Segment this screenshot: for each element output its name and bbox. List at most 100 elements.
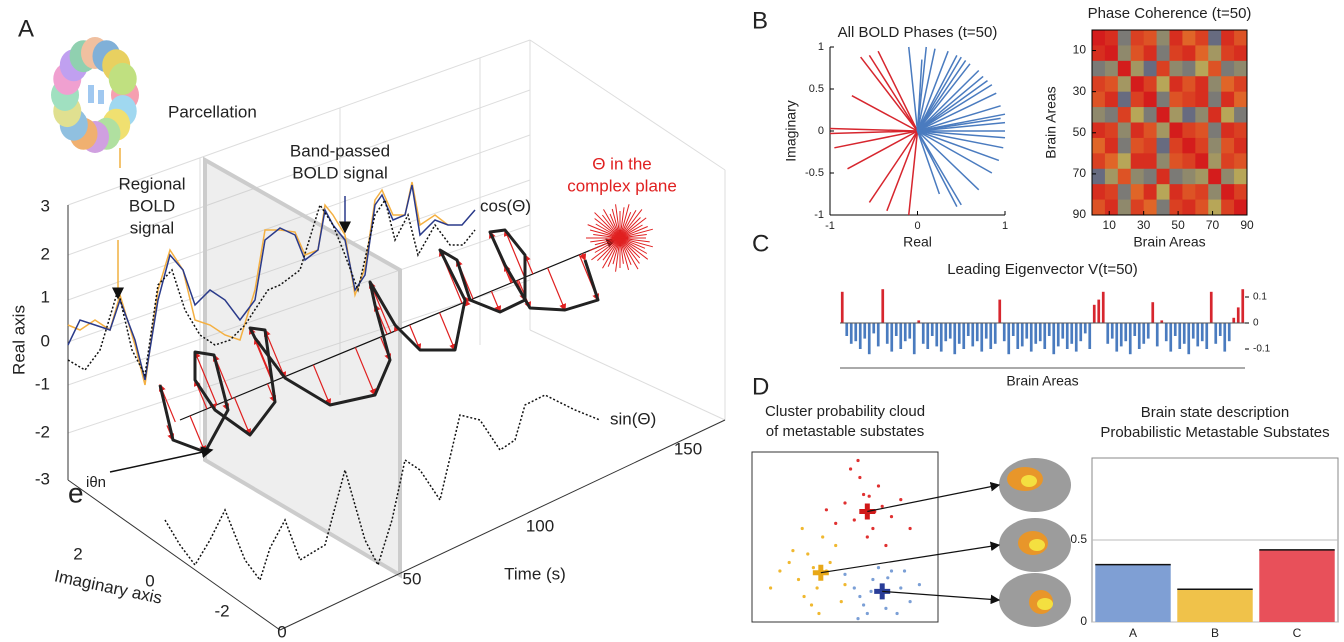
panel-letter: B <box>752 7 768 34</box>
y-tick-label: 90 <box>1073 207 1087 221</box>
phase-vector <box>916 48 936 132</box>
bar <box>966 323 970 336</box>
heatmap-cell <box>1208 168 1222 185</box>
heatmap-cell <box>1143 153 1158 170</box>
phase-spiral <box>158 228 600 454</box>
bar <box>1173 323 1177 336</box>
star-ray <box>611 208 621 239</box>
heatmap-cell <box>1117 60 1132 77</box>
heatmap-cell <box>1195 184 1209 201</box>
bar <box>1070 323 1074 344</box>
point <box>865 611 869 616</box>
phase-vector <box>917 92 997 132</box>
bar <box>1169 323 1173 352</box>
heatmap-cell <box>1208 30 1222 46</box>
heatmap-cell <box>1117 45 1132 62</box>
heatmap-cell <box>1130 184 1145 201</box>
parcellation-brain <box>51 37 139 153</box>
point <box>828 560 832 565</box>
phase-vector <box>868 130 919 203</box>
heatmap-cell <box>1234 199 1248 216</box>
star-ray <box>607 237 621 267</box>
bar <box>975 323 979 342</box>
bar <box>989 323 993 349</box>
heatmap-cell <box>1234 137 1248 154</box>
star-ray <box>619 237 646 249</box>
star-ray <box>619 204 630 239</box>
bar <box>845 323 849 336</box>
heatmap-cell <box>1156 30 1170 46</box>
star-ray <box>619 237 632 265</box>
axis-label: Real axis <box>9 305 28 375</box>
point <box>778 569 782 573</box>
bar <box>948 323 952 339</box>
heatmap-cell <box>1130 30 1145 46</box>
y-tick-label: 10 <box>1073 43 1087 57</box>
phase-vector <box>916 63 971 132</box>
heatmap-cell <box>1104 199 1119 216</box>
bar <box>944 323 948 342</box>
tick-label: 0 <box>41 331 50 350</box>
phase-vector <box>916 130 962 206</box>
star-ray <box>619 237 639 270</box>
phase-vector <box>917 121 1006 132</box>
bar <box>899 323 903 349</box>
bar <box>1016 323 1020 349</box>
bar <box>1155 323 1159 347</box>
heatmap-cell <box>1195 30 1209 46</box>
label: cos(Θ) <box>480 196 531 215</box>
frame <box>751 451 939 623</box>
bar <box>971 323 975 347</box>
point <box>802 594 806 599</box>
point <box>865 535 869 539</box>
phase-vector <box>851 95 918 132</box>
heatmap-cell <box>1208 91 1222 108</box>
heatmap-cell <box>1234 153 1248 170</box>
heatmap-cell <box>1182 184 1196 201</box>
y-tick-label: 0.5 <box>809 83 824 95</box>
bar <box>993 323 997 344</box>
heatmap-cell <box>1234 107 1248 123</box>
bar <box>1043 323 1047 349</box>
point <box>852 586 856 590</box>
heatmap-cell <box>1208 199 1222 216</box>
heatmap-cell <box>1104 45 1119 62</box>
heatmap-cell <box>1208 107 1222 123</box>
panel-letter: D <box>752 373 769 400</box>
point <box>800 526 804 531</box>
point <box>917 583 922 587</box>
x-tick-label: 70 <box>1206 218 1220 232</box>
star-ray <box>619 226 648 239</box>
tick-label: 50 <box>403 569 422 588</box>
point <box>871 577 875 582</box>
phase-vector <box>834 130 918 149</box>
heatmap-cell <box>1221 137 1235 154</box>
heatmap-cell <box>1169 184 1183 201</box>
heatmap-cell <box>1234 91 1248 108</box>
heatmap-cell <box>1195 91 1209 108</box>
heatmap-cell <box>1208 184 1222 201</box>
heatmap-cell <box>1104 153 1119 170</box>
y-tick-label: 1 <box>818 41 824 53</box>
axes <box>67 205 726 631</box>
star-ray <box>589 237 621 252</box>
bar <box>957 323 961 344</box>
phase-vector <box>916 56 962 132</box>
bar <box>1209 291 1213 323</box>
star-ray <box>619 233 647 239</box>
heatmap-cell <box>1130 45 1145 62</box>
phase-vector <box>829 130 918 135</box>
tick-label: 150 <box>674 439 702 458</box>
heatmap-cell <box>1092 107 1106 123</box>
phase-vector <box>916 130 941 195</box>
phase-arrow <box>312 364 332 407</box>
heatmap-cell <box>1182 137 1196 154</box>
heatmap-cell <box>1130 199 1145 216</box>
phase-arrow <box>263 328 285 378</box>
heatmap-cell <box>1130 107 1145 123</box>
point <box>889 569 894 573</box>
heatmap-cell <box>1130 168 1145 185</box>
tick-label: 1 <box>41 287 50 306</box>
point <box>858 594 862 599</box>
phase-vector <box>917 130 1004 149</box>
